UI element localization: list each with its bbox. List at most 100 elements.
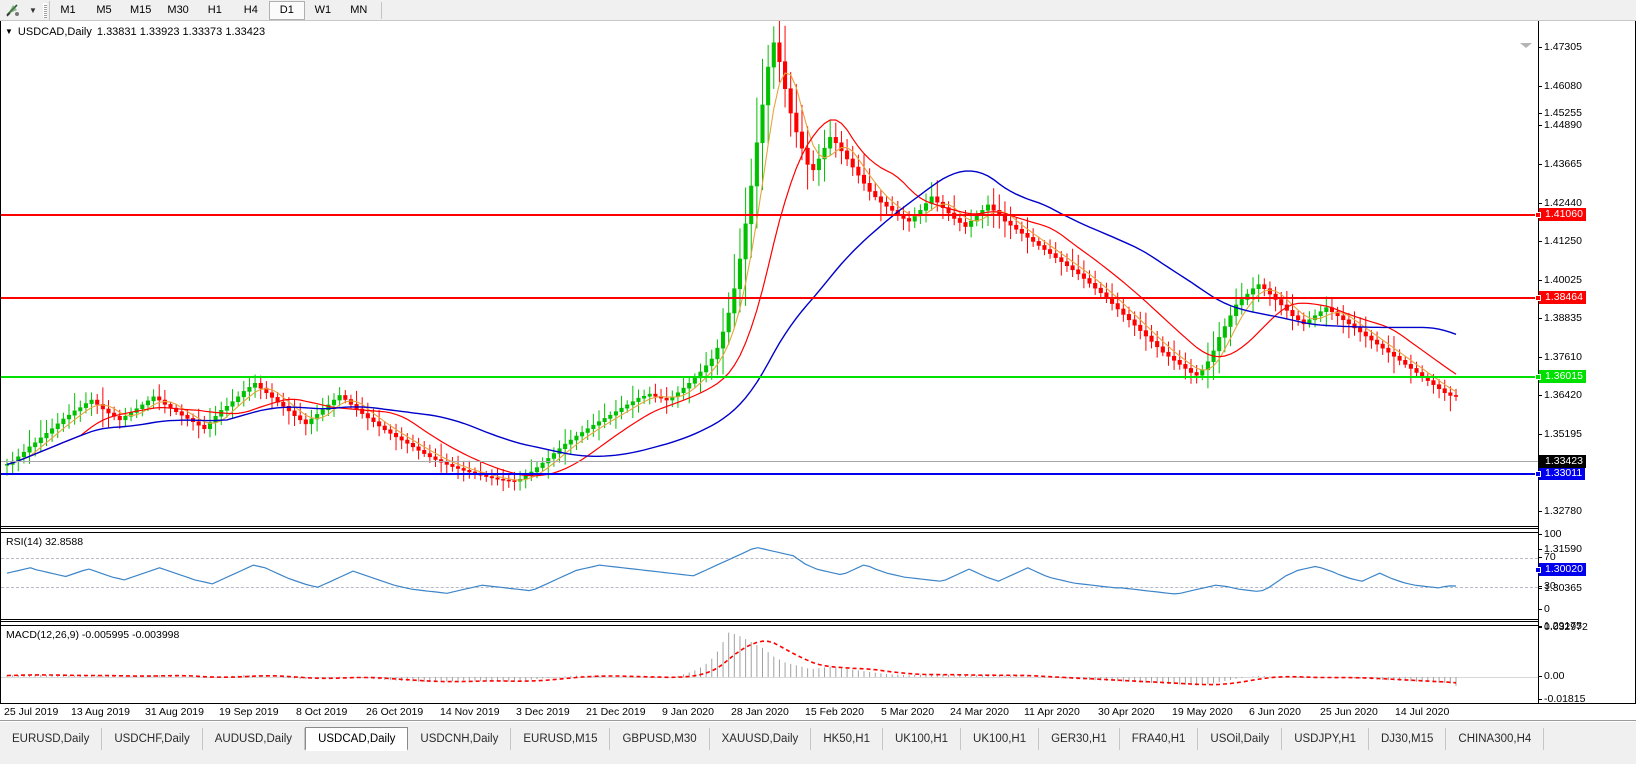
level-price-tag-support-blue-1[interactable]: 1.33011 <box>1535 467 1586 480</box>
date-axis-label: 28 Jan 2020 <box>731 706 789 718</box>
toolbar-separator <box>40 2 49 19</box>
top-toolbar: ▼ M1 M5 M15 M30 H1 H4 D1 W1 MN <box>0 0 1636 21</box>
symbol-caret-icon[interactable]: ▼ <box>5 27 13 36</box>
date-axis-label: 21 Dec 2019 <box>586 706 646 718</box>
timeframe-button-m5[interactable]: M5 <box>96 4 112 16</box>
toolbar-end-divider <box>380 1 382 19</box>
price-pane[interactable] <box>1 21 1538 511</box>
level-price-tag-support-blue-2[interactable]: 1.30020 <box>1535 563 1586 576</box>
date-axis-label: 25 Jul 2019 <box>4 706 59 718</box>
rsi-tick-label: 0 <box>1539 603 1636 616</box>
timeframe-button-m1[interactable]: M1 <box>60 4 76 16</box>
price-tick-label: 1.36420 <box>1539 389 1636 402</box>
chart-tab-ger30-h1[interactable]: GER30,H1 <box>1039 728 1120 750</box>
level-price-tag-pivot-green[interactable]: 1.36015 <box>1535 370 1586 383</box>
symbol-header: ▼ USDCAD,Daily 1.33831 1.33923 1.33373 1… <box>5 25 265 39</box>
price-tick-label: 1.38835 <box>1539 312 1636 325</box>
chart-area[interactable]: ▼ USDCAD,Daily 1.33831 1.33923 1.33373 1… <box>0 21 1636 706</box>
level-price-tag-resistance-1[interactable]: 1.41060 <box>1535 208 1586 221</box>
rsi-chart-svg <box>6 547 1457 595</box>
price-tick-label: 1.30365 <box>1539 582 1636 595</box>
chart-tab-usdchf-daily[interactable]: USDCHF,Daily <box>102 728 203 750</box>
chart-tab-bar: EURUSD,Daily USDCHF,Daily AUDUSD,Daily USDC… <box>0 721 1636 764</box>
price-tick-label: 1.47305 <box>1539 41 1636 54</box>
rsi-guide-30 <box>1 587 1538 588</box>
price-scale[interactable]: 1.47305 1.46080 1.45255 1.44890 1.43665 1.424… <box>1535 21 1636 706</box>
date-axis-label: 5 Mar 2020 <box>881 706 935 718</box>
date-axis-label: 14 Nov 2019 <box>440 706 500 718</box>
level-line-support-blue-1[interactable] <box>1 471 1538 477</box>
date-axis-label: 11 Apr 2020 <box>1024 706 1080 718</box>
price-tick-label: 1.46080 <box>1539 80 1636 93</box>
current-price-line <box>1 461 1538 462</box>
rsi-tick-label: 70 <box>1539 551 1636 564</box>
pane-divider-rsi <box>1 526 1538 529</box>
date-axis-label: 15 Feb 2020 <box>805 706 864 718</box>
chart-tab-dj30-m15[interactable]: DJ30,M15 <box>1369 728 1447 750</box>
date-axis-label: 13 Aug 2019 <box>71 706 130 718</box>
timeframe-button-m15[interactable]: M15 <box>130 4 152 16</box>
timeframe-button-d1[interactable]: D1 <box>268 0 305 20</box>
date-axis-label: 31 Aug 2019 <box>145 706 204 718</box>
price-tick-label: 1.31590 <box>1539 543 1636 556</box>
date-axis-label: 19 Sep 2019 <box>219 706 279 718</box>
chart-tab-china300-h4[interactable]: CHINA300,H4 <box>1446 728 1545 750</box>
price-tick-label: 1.29175 <box>1539 620 1636 633</box>
rsi-tick-label: 100 <box>1539 528 1636 541</box>
rsi-pane[interactable] <box>1 532 1538 615</box>
chart-tab-usdcnh-daily[interactable]: USDCNH,Daily <box>408 728 512 750</box>
chart-tab-usoil-daily[interactable]: USOil,Daily <box>1198 728 1283 750</box>
timeframe-button-h4[interactable]: H4 <box>243 4 258 16</box>
scroll-caret-icon[interactable] <box>1520 43 1532 48</box>
level-line-resistance-2[interactable] <box>1 295 1538 301</box>
date-axis-label: 3 Dec 2019 <box>516 706 570 718</box>
chart-tab-usdjpy-h1[interactable]: USDJPY,H1 <box>1282 728 1369 750</box>
date-axis-label: 14 Jul 2020 <box>1395 706 1450 718</box>
chart-tab-uk100-h1[interactable]: UK100,H1 <box>883 728 962 750</box>
chart-tab-audusd-daily[interactable]: AUDUSD,Daily <box>203 728 306 750</box>
timeframe-button-mn[interactable]: MN <box>350 4 368 16</box>
chart-tab-uk100-h1[interactable]: UK100,H1 <box>961 728 1040 750</box>
level-price-tag-resistance-2[interactable]: 1.38464 <box>1535 291 1586 304</box>
price-tick-label: 1.43665 <box>1539 158 1636 171</box>
macd-chart-svg <box>6 632 1457 686</box>
macd-tick-label: -0.01815 <box>1539 693 1636 706</box>
macd-tick-label: 0.00 <box>1539 670 1636 683</box>
current-price-tag[interactable]: 1.33423 <box>1539 455 1586 468</box>
chart-tab-usdcad-daily[interactable]: USDCAD,Daily <box>305 727 409 751</box>
macd-indicator-label: MACD(12,26,9) -0.005995 -0.003998 <box>6 629 183 641</box>
timeframe-button-h1[interactable]: H1 <box>207 4 222 16</box>
price-tick-label: 1.32780 <box>1539 505 1636 518</box>
chart-tab-gbpusd-m30[interactable]: GBPUSD,M30 <box>610 728 710 750</box>
macd-pane[interactable] <box>1 625 1538 703</box>
level-line-pivot-green[interactable] <box>1 374 1538 380</box>
symbol-name: USDCAD,Daily <box>17 26 92 38</box>
timeframe-group: M1 M5 M15 M30 H1 H4 D1 W1 MN <box>49 0 377 20</box>
rsi-tick-label: 30 <box>1539 580 1636 593</box>
chart-tab-eurusd-daily[interactable]: EURUSD,Daily <box>0 728 103 750</box>
symbol-ohlc: 1.33831 1.33923 1.33373 1.33423 <box>96 26 266 38</box>
chart-tab-eurusd-m15[interactable]: EURUSD,M15 <box>511 728 611 750</box>
date-axis-label: 30 Apr 2020 <box>1098 706 1155 718</box>
price-tick-label: 1.45255 <box>1539 107 1636 120</box>
price-scale-divider <box>1538 21 1539 703</box>
macd-zero-line <box>1 677 1538 678</box>
timeframe-button-m30[interactable]: M30 <box>167 4 189 16</box>
date-axis-label: 9 Jan 2020 <box>662 706 714 718</box>
date-axis-label: 19 May 2020 <box>1172 706 1233 718</box>
chart-tab-fra40-h1[interactable]: FRA40,H1 <box>1120 728 1199 750</box>
level-line-resistance-1[interactable] <box>1 212 1538 218</box>
price-tick-label: 1.42440 <box>1539 197 1636 210</box>
chart-tab-xauusd-daily[interactable]: XAUUSD,Daily <box>710 728 812 750</box>
date-axis-label: 26 Oct 2019 <box>366 706 424 718</box>
timeframe-button-w1[interactable]: W1 <box>314 4 332 16</box>
date-axis-label: 24 Mar 2020 <box>950 706 1009 718</box>
date-axis-label: 6 Jun 2020 <box>1249 706 1301 718</box>
crosshair-icon[interactable] <box>0 1 26 20</box>
rsi-guide-70 <box>1 558 1538 559</box>
macd-tick-label: 0.032972 <box>1539 621 1636 634</box>
price-tick-label: 1.44890 <box>1539 119 1636 132</box>
chart-tab-hk50-h1[interactable]: HK50,H1 <box>811 728 883 750</box>
dropdown-caret-icon[interactable]: ▼ <box>29 5 37 15</box>
date-axis: 25 Jul 2019 13 Aug 2019 31 Aug 2019 19 Sep … <box>0 704 1636 721</box>
